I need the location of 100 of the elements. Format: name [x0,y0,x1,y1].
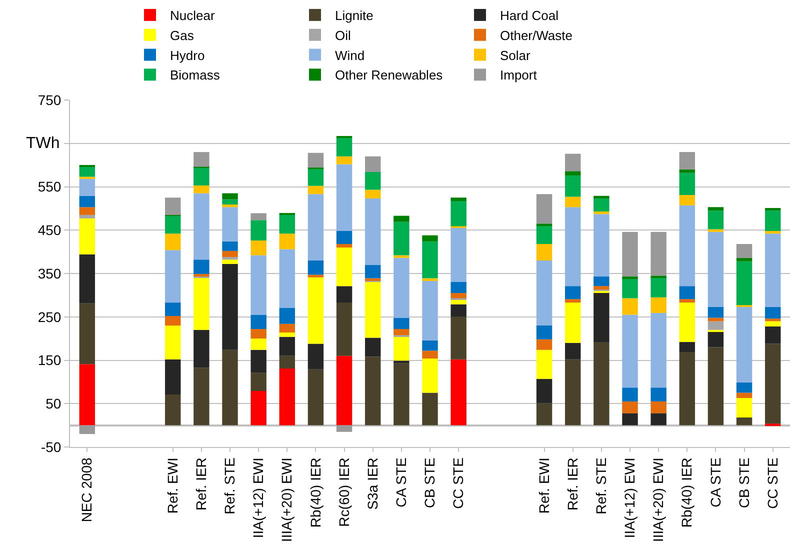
bar [336,302,352,356]
legend-label: Gas [170,28,194,43]
bar [565,175,581,197]
bar [765,318,781,322]
legend-label: Oil [335,28,351,43]
y-tick-label: 450 [38,222,62,238]
bar [394,363,410,426]
bar [194,168,210,186]
legend-label: Other Renewables [335,68,444,83]
bar [622,388,638,402]
bar [194,193,210,260]
bar [679,342,695,352]
x-tick-label: CA STE [707,458,724,508]
bar [79,214,95,218]
bar [422,235,438,242]
bar [736,398,752,418]
x-tick-label: IIIA(+20) EWI [650,458,666,542]
x-tick-label: CB STE [736,458,752,508]
bar [536,403,552,426]
legend-label: Lignite [335,8,374,24]
bar [650,297,666,313]
bar [736,306,752,382]
x-tick-label: CC STE [764,458,780,509]
bar [165,250,181,303]
bar [650,312,666,388]
bar [394,329,410,336]
bar [222,350,238,426]
bar [450,304,466,317]
bar [79,166,95,177]
bar [194,274,210,277]
x-tick-label: Ref. STE [222,458,238,514]
bar [536,244,552,260]
bar [250,220,266,241]
bar [450,359,466,426]
bar [279,356,295,368]
bar [165,216,181,234]
bar [165,394,181,426]
bar [394,258,410,318]
bar [736,382,752,393]
bar [79,364,95,426]
bar [79,425,95,434]
bar [536,339,552,350]
bar [365,172,381,190]
bar [165,198,181,215]
x-tick-label: Rb(40) IER [678,458,695,528]
bar [365,282,381,338]
bar [422,280,438,340]
bar [650,401,666,414]
bar [450,228,466,282]
bar [594,292,610,342]
bar [365,264,381,278]
bar [708,318,724,322]
bar [422,392,438,426]
bar [565,299,581,303]
bar [279,214,295,234]
bar [679,352,695,426]
bar [194,152,210,167]
bar [365,356,381,426]
bar [594,276,610,286]
bar [765,234,781,307]
bar [250,329,266,339]
bar [165,302,181,316]
bar [736,258,752,262]
bar [250,338,266,350]
y-tick-label: 250 [38,308,62,325]
bar [336,356,352,426]
bar [308,274,324,278]
bar [765,208,781,211]
bar [708,232,724,307]
legend-label: Wind [335,48,365,63]
bar [422,358,438,393]
bar [679,299,695,303]
bar [165,359,181,395]
bar [422,350,438,359]
bar [594,211,610,214]
bar [250,255,266,315]
bar [250,372,266,392]
bar [222,193,238,200]
bar [336,156,352,164]
bar [336,164,352,231]
y-tick-label: 550 [38,178,62,195]
bar [565,154,581,172]
bar [279,336,295,356]
bar [365,338,381,357]
bar [394,360,410,364]
bar [650,388,666,402]
x-tick-label: Ref. IER [192,458,209,511]
x-tick-label: IIA(+12) EWI [622,458,638,538]
bar [365,198,381,265]
bar [194,185,210,194]
bar [536,260,552,326]
legend-label: Hydro [170,48,205,63]
bar [222,257,238,260]
bar [222,207,238,242]
bar [308,168,324,186]
bar [679,205,695,286]
bar [222,199,238,205]
bar [765,344,781,424]
bar [422,278,438,281]
bar [450,316,466,360]
